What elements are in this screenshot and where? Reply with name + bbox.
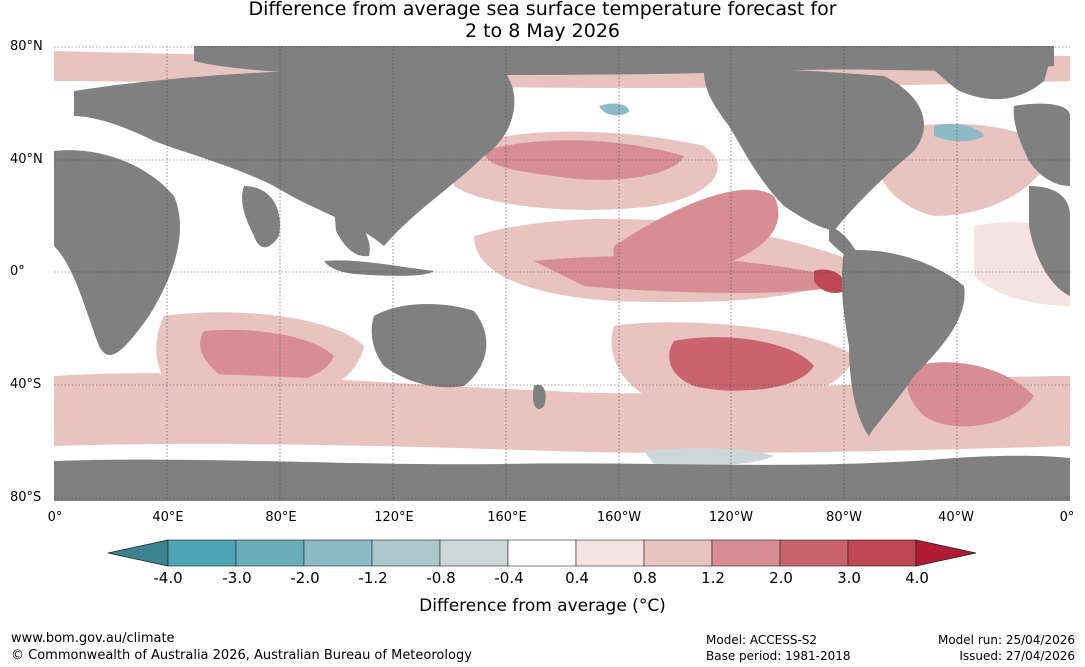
land-layer: [54, 46, 1070, 501]
anomaly-south-pacific-core: [669, 337, 814, 391]
lon-label-40w: 40°W: [938, 510, 974, 525]
colorbar-segment: [711, 539, 781, 567]
lon-label-120e: 120°E: [374, 510, 414, 525]
anomaly-peru-hotspot: [814, 269, 845, 293]
colorbar-tick-label: 3.0: [837, 569, 861, 587]
graticule: [54, 46, 1070, 501]
footer-copyright: © Commonwealth of Australia 2026, Austra…: [11, 648, 472, 663]
colorbar-tick-label: -4.0: [153, 569, 183, 587]
anomaly-eastern-equatorial-core: [534, 256, 854, 293]
lat-label-40s: 40°S: [10, 377, 42, 392]
colorbar-tick-label: 0.4: [565, 569, 589, 587]
sst-anomaly-map: [54, 46, 1070, 501]
lat-label-80n: 80°N: [10, 39, 43, 54]
land-north-america: [704, 68, 924, 232]
lon-label-160e: 160°E: [487, 510, 527, 525]
chart-title-line1: Difference from average sea surface temp…: [248, 0, 837, 20]
colorbar-tick-label: 1.2: [701, 569, 725, 587]
lon-label-80e: 80°E: [265, 510, 297, 525]
lon-label-0-right: 0°: [1059, 510, 1075, 525]
colorbar-tick-label: -0.8: [426, 569, 456, 587]
land-eurasia: [74, 69, 515, 247]
land-antarctica: [54, 455, 1070, 501]
colorbar-tick-label: -3.0: [222, 569, 252, 587]
footer-website: www.bom.gov.au/climate: [11, 631, 175, 646]
anomaly-alaska-cool: [599, 103, 629, 116]
footer-base-period: Base period: 1981-2018: [706, 649, 851, 663]
colorbar-segment: [303, 539, 373, 567]
anomaly-south-atlantic: [907, 362, 1034, 427]
footer-model-run: Model run: 25/04/2026: [937, 633, 1075, 647]
chart-title-line2: 2 to 8 May 2026: [464, 20, 621, 42]
colorbar-tick-label: 4.0: [905, 569, 929, 587]
colorbar-segment: [643, 539, 713, 567]
colorbar-tick-label: 2.0: [769, 569, 793, 587]
colorbar-segment: [575, 539, 645, 567]
lat-label-equator: 0°: [10, 264, 25, 279]
lat-label-80s: 80°S: [10, 490, 42, 505]
land-africa: [54, 150, 180, 355]
land-greenland: [914, 46, 1054, 100]
colorbar-arrow-high: [915, 539, 977, 567]
land-africa-west-edge: [1029, 186, 1070, 296]
anomaly-west-atlantic-cool: [934, 124, 984, 142]
anomaly-north-atlantic: [873, 123, 1054, 216]
colorbar-tick-label: 0.8: [633, 569, 657, 587]
land-australia: [371, 304, 487, 388]
lat-label-40n: 40°N: [10, 152, 43, 167]
anomaly-antarctic-cool: [644, 448, 774, 466]
lon-label-80w: 80°W: [826, 510, 862, 525]
colorbar-arrow-low: [107, 539, 169, 567]
colorbar-segment: [235, 539, 305, 567]
lon-label-0-left: 0°: [47, 510, 63, 525]
colorbar-title-unit: °C): [638, 596, 666, 616]
land-arctic-north: [194, 46, 1054, 76]
colorbar: [107, 539, 977, 567]
colorbar-tick-label: -2.0: [290, 569, 320, 587]
anomaly-east-pacific-diagonal: [613, 189, 779, 277]
colorbar-tick-label: -1.2: [358, 569, 388, 587]
land-india: [242, 186, 280, 248]
footer-model: Model: ACCESS-S2: [706, 633, 818, 647]
colorbar-segment: [779, 539, 849, 567]
colorbar-segment: [507, 539, 577, 567]
land-south-america: [841, 250, 965, 436]
colorbar-segment: [439, 539, 509, 567]
land-southeast-asia: [334, 206, 370, 257]
map-canvas: [54, 46, 1070, 501]
footer-issued: Issued: 27/04/2026: [959, 649, 1075, 663]
colorbar-tick-label: -0.4: [494, 569, 524, 587]
colorbar-title-text: Difference from average (: [419, 596, 639, 616]
land-indonesia: [324, 260, 434, 276]
colorbar-segment: [167, 539, 237, 567]
anomaly-southern-ocean-band: [54, 373, 1070, 454]
colorbar-segment: [371, 539, 441, 567]
anomaly-indian-ocean-core: [200, 329, 334, 385]
land-europe-west: [1013, 103, 1070, 186]
lon-label-120w: 120°W: [708, 510, 754, 525]
land-new-zealand: [532, 384, 546, 410]
lon-label-160w: 160°W: [596, 510, 642, 525]
colorbar-segment: [847, 539, 917, 567]
colorbar-title: Difference from average (°C): [0, 596, 1085, 616]
lon-label-40e: 40°E: [152, 510, 184, 525]
